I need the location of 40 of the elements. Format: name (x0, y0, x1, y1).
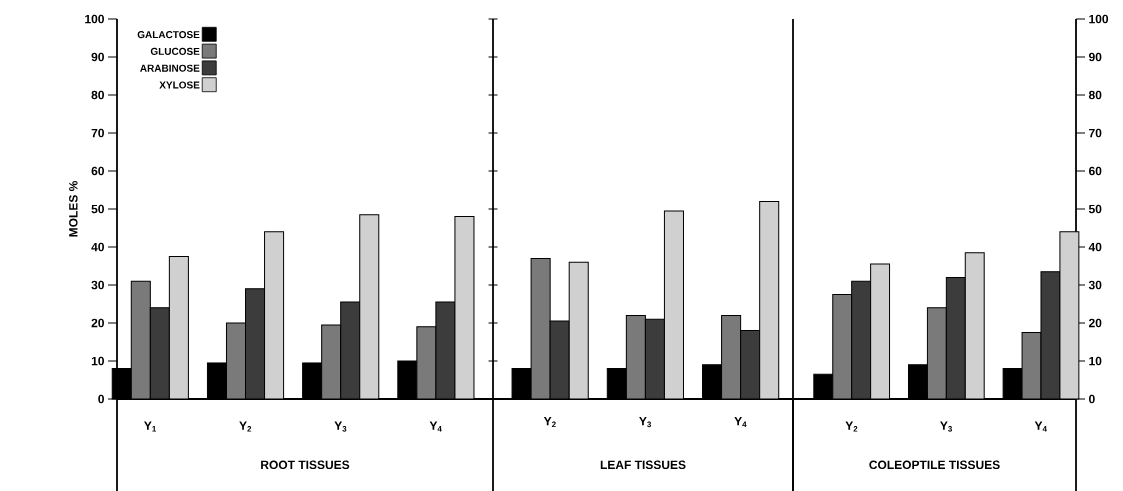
x-tick-label: Y$_{4}$ (429, 421, 442, 432)
legend-label: XYLOSE (159, 81, 200, 89)
y-tick-label: 20 (91, 318, 104, 328)
legend-label: GLUCOSE (150, 47, 200, 55)
x-tick-label: Y$_{2}$ (543, 417, 556, 428)
x-tick-label: Y$_{3}$ (940, 421, 953, 432)
legend-label: GALACTOSE (137, 31, 200, 39)
x-axis-title: LEAF TISSUES (600, 460, 686, 470)
y-tick-label: 60 (91, 166, 104, 176)
x-tick-label: Y$_{4}$ (1034, 421, 1047, 432)
y-tick-label: 40 (91, 242, 104, 252)
y-axis-title: MOLES % (69, 180, 78, 237)
y2-tick-label: 30 (1088, 280, 1102, 290)
y-tick-label: 90 (91, 52, 104, 62)
x-tick-label: Y$_{3}$ (639, 417, 652, 428)
y2-tick-label: 70 (1089, 128, 1102, 138)
x-tick-label: Y$_{2}$ (845, 421, 858, 432)
y-tick-label: 10 (91, 356, 104, 366)
y2-tick-label: 10 (1089, 356, 1102, 366)
x-tick-label: Y$_{3}$ (334, 421, 347, 432)
y2-tick-label: 90 (1088, 52, 1102, 62)
legend-label: ARABINOSE (140, 64, 200, 72)
y-tick-label: 0 (98, 394, 104, 404)
x-tick-label: Y$_{4}$ (734, 417, 747, 428)
y2-tick-label: 50 (1088, 204, 1102, 214)
x-tick-label: Y$_{1}$ (144, 421, 157, 432)
y2-tick-label: 80 (1088, 90, 1102, 100)
x-axis-title: COLEOPTILE TISSUES (869, 460, 1000, 470)
x-tick-label: Y$_{2}$ (239, 421, 252, 432)
y-tick-label: 50 (91, 204, 104, 214)
y-tick-label: 80 (91, 90, 104, 100)
y-tick-label: 100 (85, 14, 104, 24)
y2-tick-label: 100 (1089, 14, 1109, 24)
y2-tick-label: 20 (1088, 318, 1102, 328)
y2-tick-label: 60 (1088, 166, 1102, 176)
y-tick-label: 70 (91, 128, 104, 138)
y2-tick-label: 0 (1089, 394, 1095, 404)
y-tick-label: 30 (91, 280, 104, 290)
y2-tick-label: 40 (1088, 242, 1102, 252)
x-axis-title: ROOT TISSUES (261, 460, 350, 470)
